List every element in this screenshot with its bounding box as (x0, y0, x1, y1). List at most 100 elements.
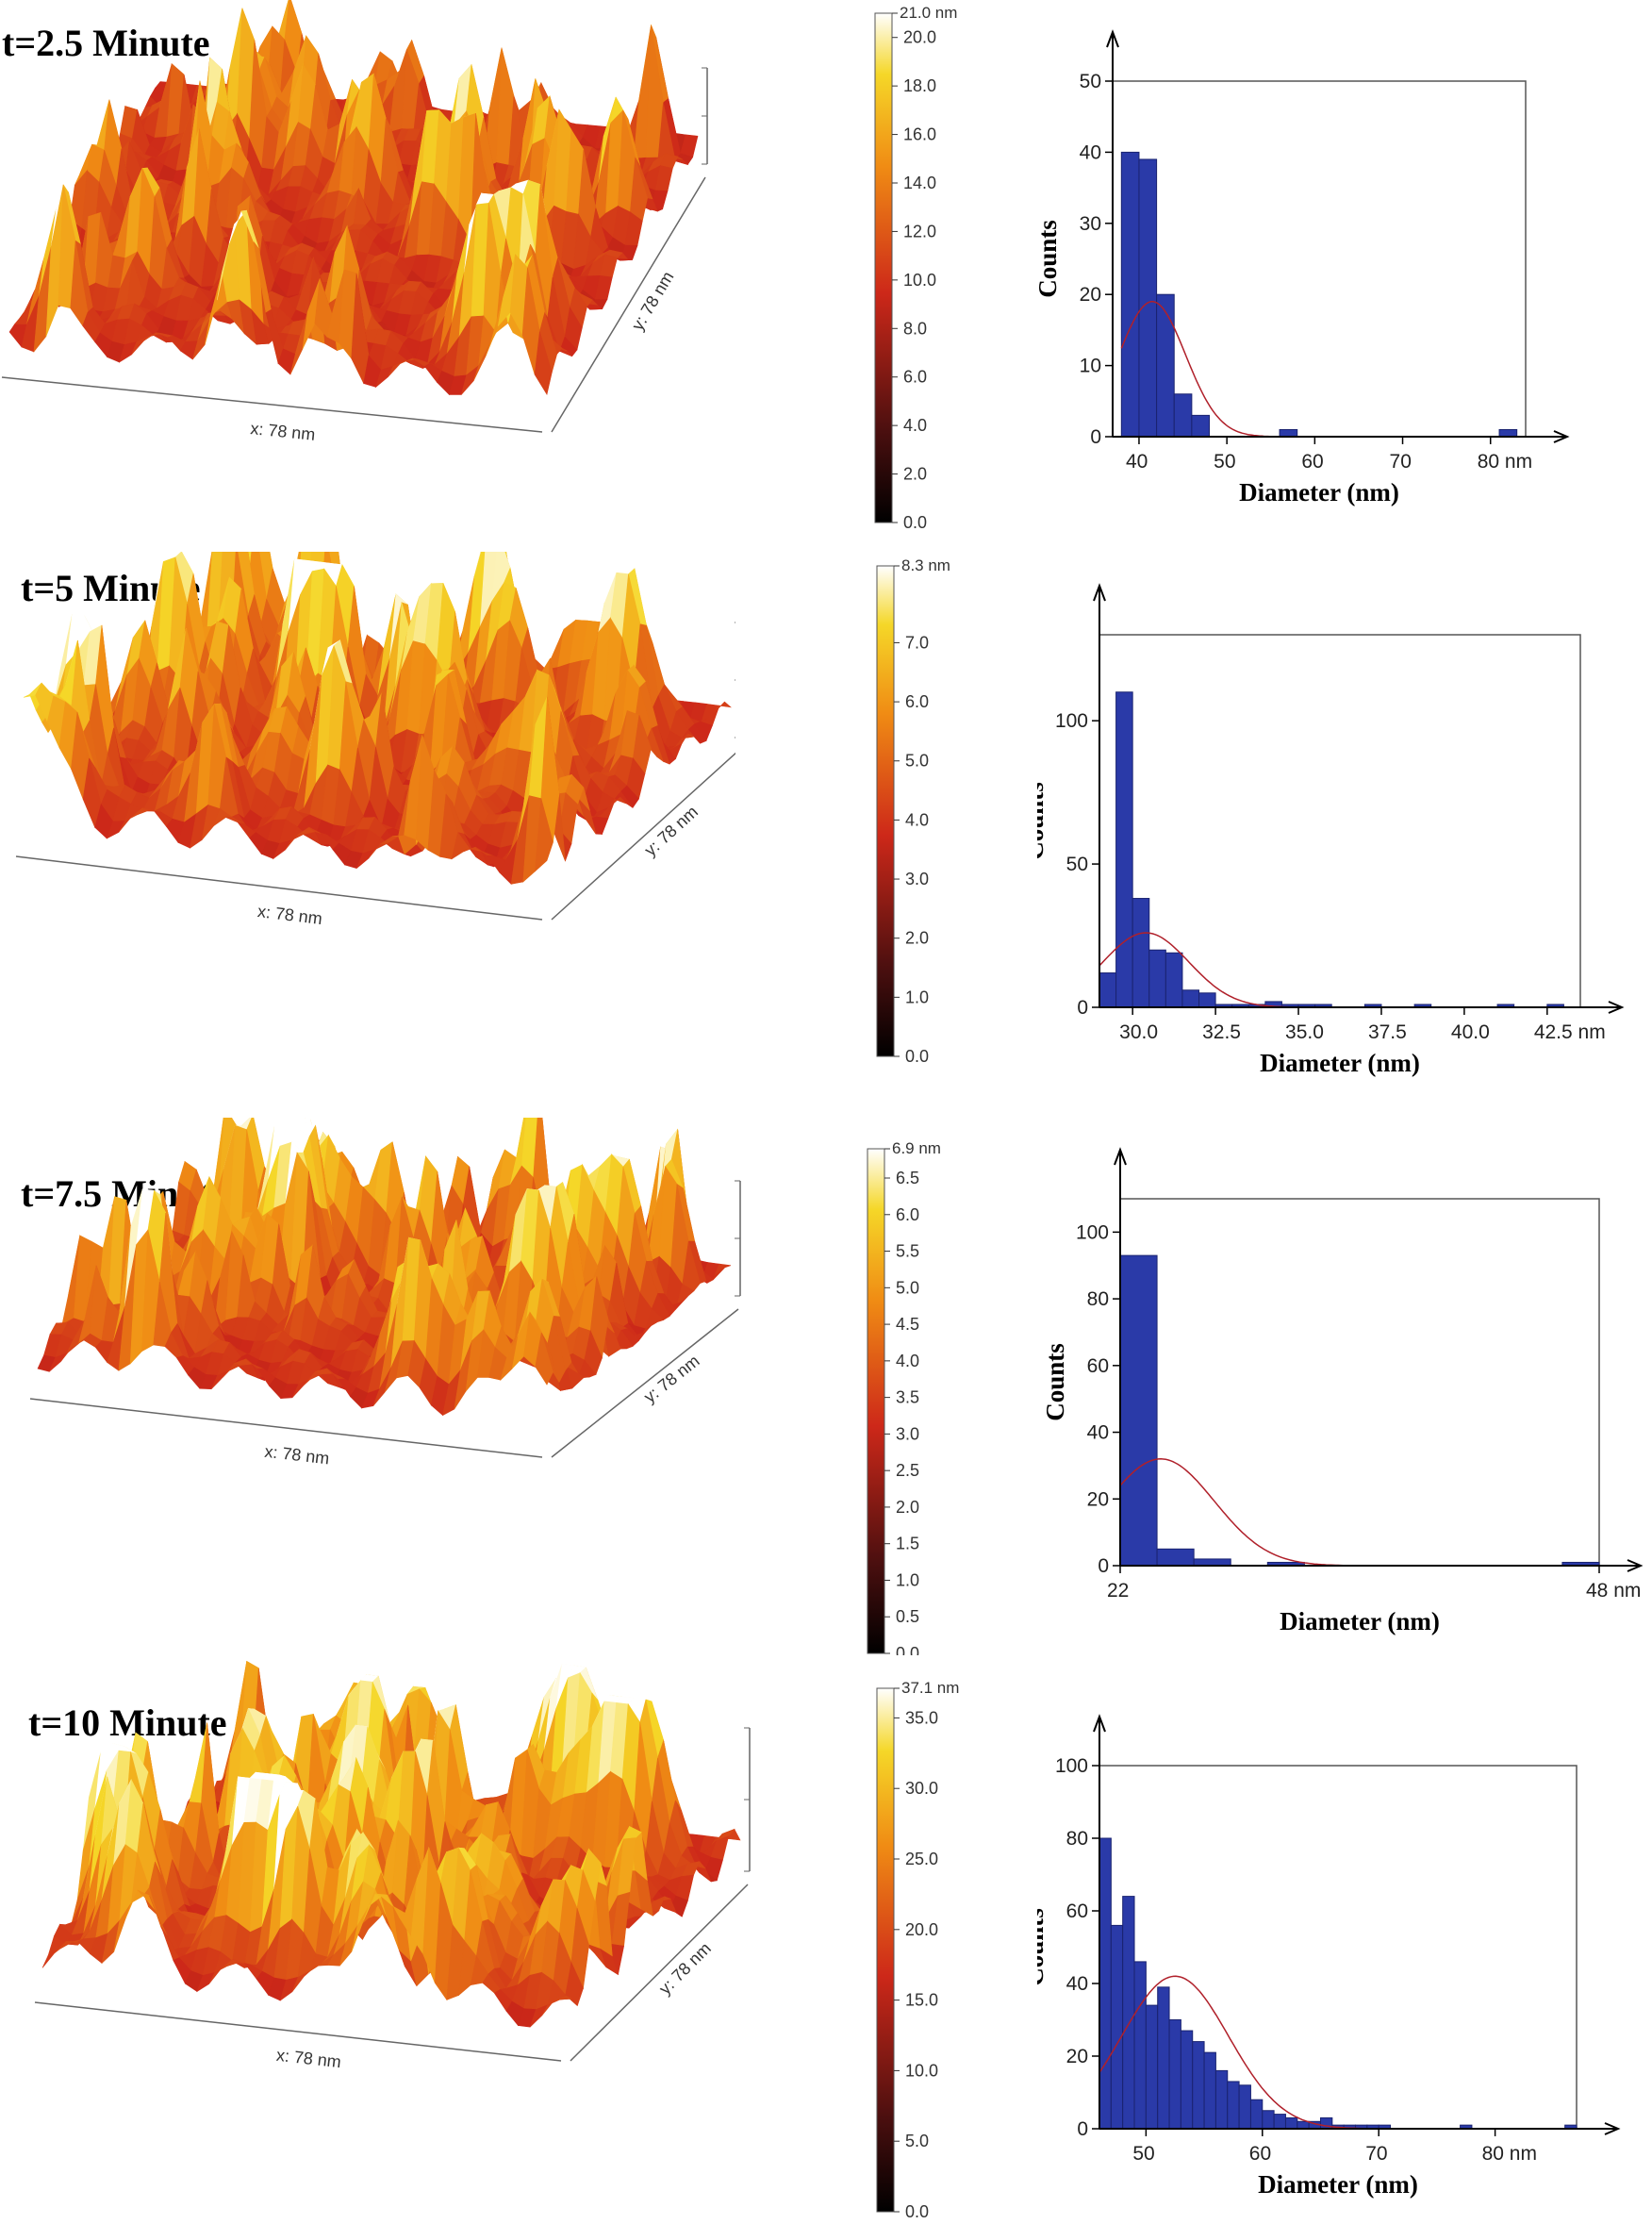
x-tick-label: 40.0 (1451, 1021, 1490, 1043)
histogram-bar (1193, 1558, 1231, 1567)
x-tick-label: 32.5 (1202, 1021, 1241, 1043)
histogram-bar (1198, 992, 1216, 1008)
colorbar-tick-label: 0.0 (903, 513, 927, 532)
y-axis-label: y: 78 nm (628, 268, 678, 334)
histogram-bar (1227, 2081, 1240, 2130)
y-tick-label: 100 (1055, 710, 1088, 732)
histogram-bar (1133, 1961, 1147, 2130)
histogram-bar (1165, 952, 1183, 1008)
colorbar-gradient (876, 1687, 895, 2213)
bars (1099, 1837, 1578, 2130)
colorbar-tick-label: 4.0 (905, 810, 929, 829)
colorbar-tick-label: 20.0 (903, 28, 936, 47)
histogram-bar (1122, 1896, 1135, 2130)
colorbar-gradient (867, 1148, 885, 1654)
colorbar-tick-label: 20.0 (905, 1920, 938, 1939)
colorbar-tick-label: 3.5 (896, 1388, 919, 1407)
x-axis-title: Diameter (nm) (1280, 1607, 1440, 1635)
colorbar-tick-label: 0.5 (896, 1607, 919, 1626)
x-axis-label: x: 78 nm (264, 1442, 331, 1469)
afm-surface-3d: x: 78 nmy: 78 nm8.3 nm0.0 nm (15, 552, 735, 928)
x-tick-label: 50 (1132, 2143, 1154, 2165)
y-tick-label: 30 (1080, 213, 1101, 235)
colorbar-tick-label: 2.0 (896, 1498, 919, 1517)
histogram-bar (1115, 691, 1133, 1008)
colorbar-max-label: 21.0 nm (900, 4, 957, 22)
x-axis-arrow (1627, 1559, 1644, 1572)
histogram-bar (1119, 1254, 1158, 1567)
histogram-bar (1284, 2116, 1298, 2130)
histogram-bar (1192, 2041, 1205, 2130)
panel-t7-5: t=7.5 Minute x: 78 nmy: 78 nm6.9 nm0.0 n… (0, 1118, 1652, 1655)
colorbar-max-label: 37.1 nm (901, 1679, 959, 1697)
colorbar-tick-label: 8.0 (903, 319, 927, 338)
y-tick-label: 0 (1098, 1555, 1109, 1577)
y-tick-label: 40 (1080, 141, 1101, 163)
histogram-bar (1498, 428, 1518, 438)
y-tick-label: 60 (1066, 1900, 1088, 1922)
panel-t5: t=5 Minute x: 78 nmy: 78 nm8.3 nm0.0 nm … (0, 552, 1652, 1118)
x-axis-arrow (1608, 1001, 1625, 1014)
histogram-bar (1138, 158, 1158, 438)
histogram-bar (1120, 151, 1140, 438)
y-tick-label: 50 (1080, 71, 1101, 92)
y-tick-label: 100 (1076, 1221, 1109, 1243)
histogram-bar (1157, 1986, 1170, 2130)
colorbar-tick-label: 35.0 (905, 1708, 938, 1727)
y-tick-label: 20 (1087, 1488, 1109, 1510)
y-axis-arrow (1093, 583, 1106, 602)
panel-title: t=2.5 Minute (2, 22, 210, 64)
x-axis-line (15, 855, 543, 921)
colorbar-tick-label: 3.0 (896, 1424, 919, 1443)
x-tick-label: 80 nm (1478, 451, 1532, 473)
x-axis-arrow (1553, 430, 1570, 443)
x-tick-label: 70 (1365, 2143, 1387, 2165)
y-tick-label: 80 (1066, 1828, 1088, 1850)
colorbar-tick-label: 1.0 (905, 988, 929, 1006)
x-tick-label: 50 (1214, 451, 1235, 473)
histogram-bar (1238, 2084, 1251, 2130)
y-tick-label: 40 (1066, 1973, 1088, 1995)
plot-frame (1099, 634, 1581, 1008)
histogram-bar (1168, 2019, 1181, 2130)
diameter-histogram: 0 50 100 30.0 32.5 35.0 37.5 40.0 42.5 nm Diamete… (1037, 583, 1625, 1077)
y-axis-line (570, 1884, 749, 2062)
histogram-bar (1099, 1837, 1112, 2130)
histogram-bar (1249, 2099, 1264, 2130)
x-axis-label: x: 78 nm (275, 2046, 342, 2072)
plot-frame (1119, 1198, 1600, 1567)
afm-surface-3d: x: 78 nmy: 78 nm6.9 nm0.0 nm (29, 1118, 741, 1469)
x-tick-label: 40 (1126, 451, 1148, 473)
surface-mesh (37, 1118, 732, 1417)
colorbar-tick-label: 0.0 (905, 2202, 929, 2221)
histogram-bar (1180, 2030, 1194, 2130)
y-axis-arrow (1114, 1147, 1127, 1166)
colorbar-tick-label: 6.5 (896, 1169, 919, 1187)
colorbar-tick-label: 5.0 (905, 752, 929, 771)
surface-mesh (23, 552, 732, 886)
colorbar-tick-label: 4.5 (896, 1315, 919, 1334)
y-axis-title: Counts (1037, 782, 1049, 860)
y-axis-line (551, 752, 735, 921)
y-tick-label: 50 (1066, 854, 1088, 875)
histogram-bar (1297, 2120, 1310, 2130)
colorbar-tick-label: 18.0 (903, 76, 936, 95)
colorbar-tick-label: 6.0 (896, 1205, 919, 1224)
y-axis-title: Counts (1041, 1343, 1069, 1421)
colorbar-tick-label: 1.0 (896, 1570, 919, 1589)
x-axis-title: Diameter (nm) (1258, 2170, 1418, 2199)
y-axis-arrow (1106, 29, 1119, 48)
histogram-bar (1279, 428, 1298, 438)
x-axis-line (29, 1398, 543, 1458)
histogram-bar (1145, 2004, 1159, 2130)
y-axis-title: Counts (1037, 1908, 1049, 1986)
diameter-histogram: 0 10 20 30 40 50 40 50 60 70 80 nm Diameter (nm) Cou… (1033, 29, 1570, 506)
colorbar-tick-label: 3.0 (905, 870, 929, 888)
histogram-bar (1203, 2051, 1216, 2130)
colorbar-tick-label: 12.0 (903, 222, 936, 241)
y-tick-label: 60 (1087, 1355, 1109, 1377)
y-tick-label: 0 (1077, 2118, 1088, 2140)
